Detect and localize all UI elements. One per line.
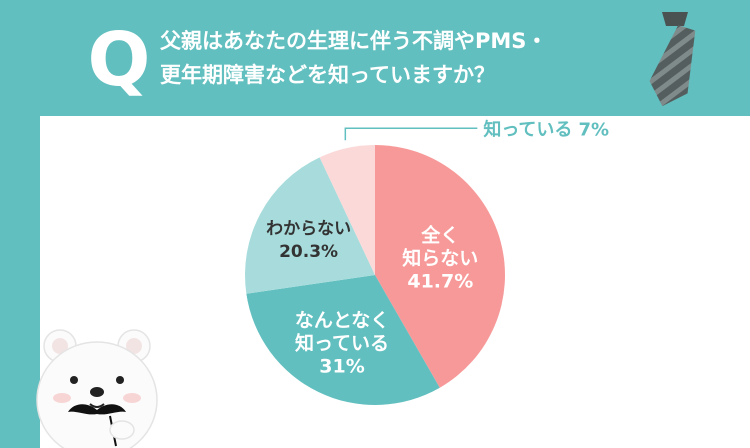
pie-slice-2 [246, 275, 440, 406]
polar-bear-icon [36, 329, 158, 448]
question-line-2: 更年期障害などを知っていますか？ [160, 63, 495, 87]
header: Q 父親はあなたの生理に伴う不調やPMS・ 更年期障害などを知っていますか？ [0, 0, 750, 110]
pie-slice-4 [319, 145, 375, 275]
slice-label-3: わからない 20.3% [266, 219, 351, 262]
brand-logo: PAIRCARE [625, 422, 732, 440]
slice-label-1: 全く知らない 41.7% [402, 223, 478, 292]
question-text: 父親はあなたの生理に伴う不調やPMS・ 更年期障害などを知っていますか？ [160, 24, 640, 92]
slice-label-4: 知っている 7% [344, 118, 609, 141]
pie-slice-3 [244, 157, 375, 294]
callout-line [344, 127, 478, 141]
question-mark-q: Q [87, 17, 151, 103]
pie-slice-1 [375, 145, 505, 388]
necktie-icon [649, 12, 696, 107]
slice-label-2: なんとなく知っている 31% [295, 310, 389, 378]
question-line-1: 父親はあなたの生理に伴う不調やPMS・ [160, 29, 548, 53]
